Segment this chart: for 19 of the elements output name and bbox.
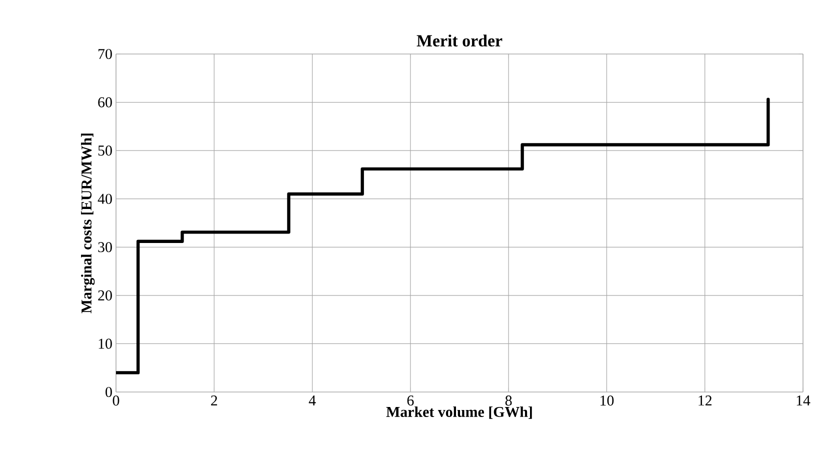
y-tick-label: 0 (106, 386, 112, 398)
x-tick-label: 14 (796, 396, 810, 406)
x-tick-label: 6 (407, 396, 414, 406)
x-tick-label: 10 (600, 396, 614, 406)
x-tick-label: 2 (211, 396, 218, 406)
y-tick-label: 10 (98, 338, 112, 349)
y-tick-label: 30 (98, 242, 112, 252)
x-tick-label: 8 (505, 396, 512, 406)
x-axis-title: Market volume [GWh] (386, 406, 532, 419)
chart-title: Merit order (416, 34, 502, 46)
x-tick-label: 12 (698, 396, 712, 406)
x-tick-label: 4 (308, 396, 316, 406)
y-tick-label: 70 (98, 48, 112, 60)
x-tick-label: 0 (112, 396, 120, 406)
y-tick-label: 60 (98, 97, 112, 108)
y-tick-label: 50 (98, 146, 112, 156)
y-tick-label: 20 (98, 290, 112, 300)
y-tick-label: 40 (98, 194, 112, 204)
y-axis-title: Marginal costs [EUR/MWh] (81, 134, 95, 314)
